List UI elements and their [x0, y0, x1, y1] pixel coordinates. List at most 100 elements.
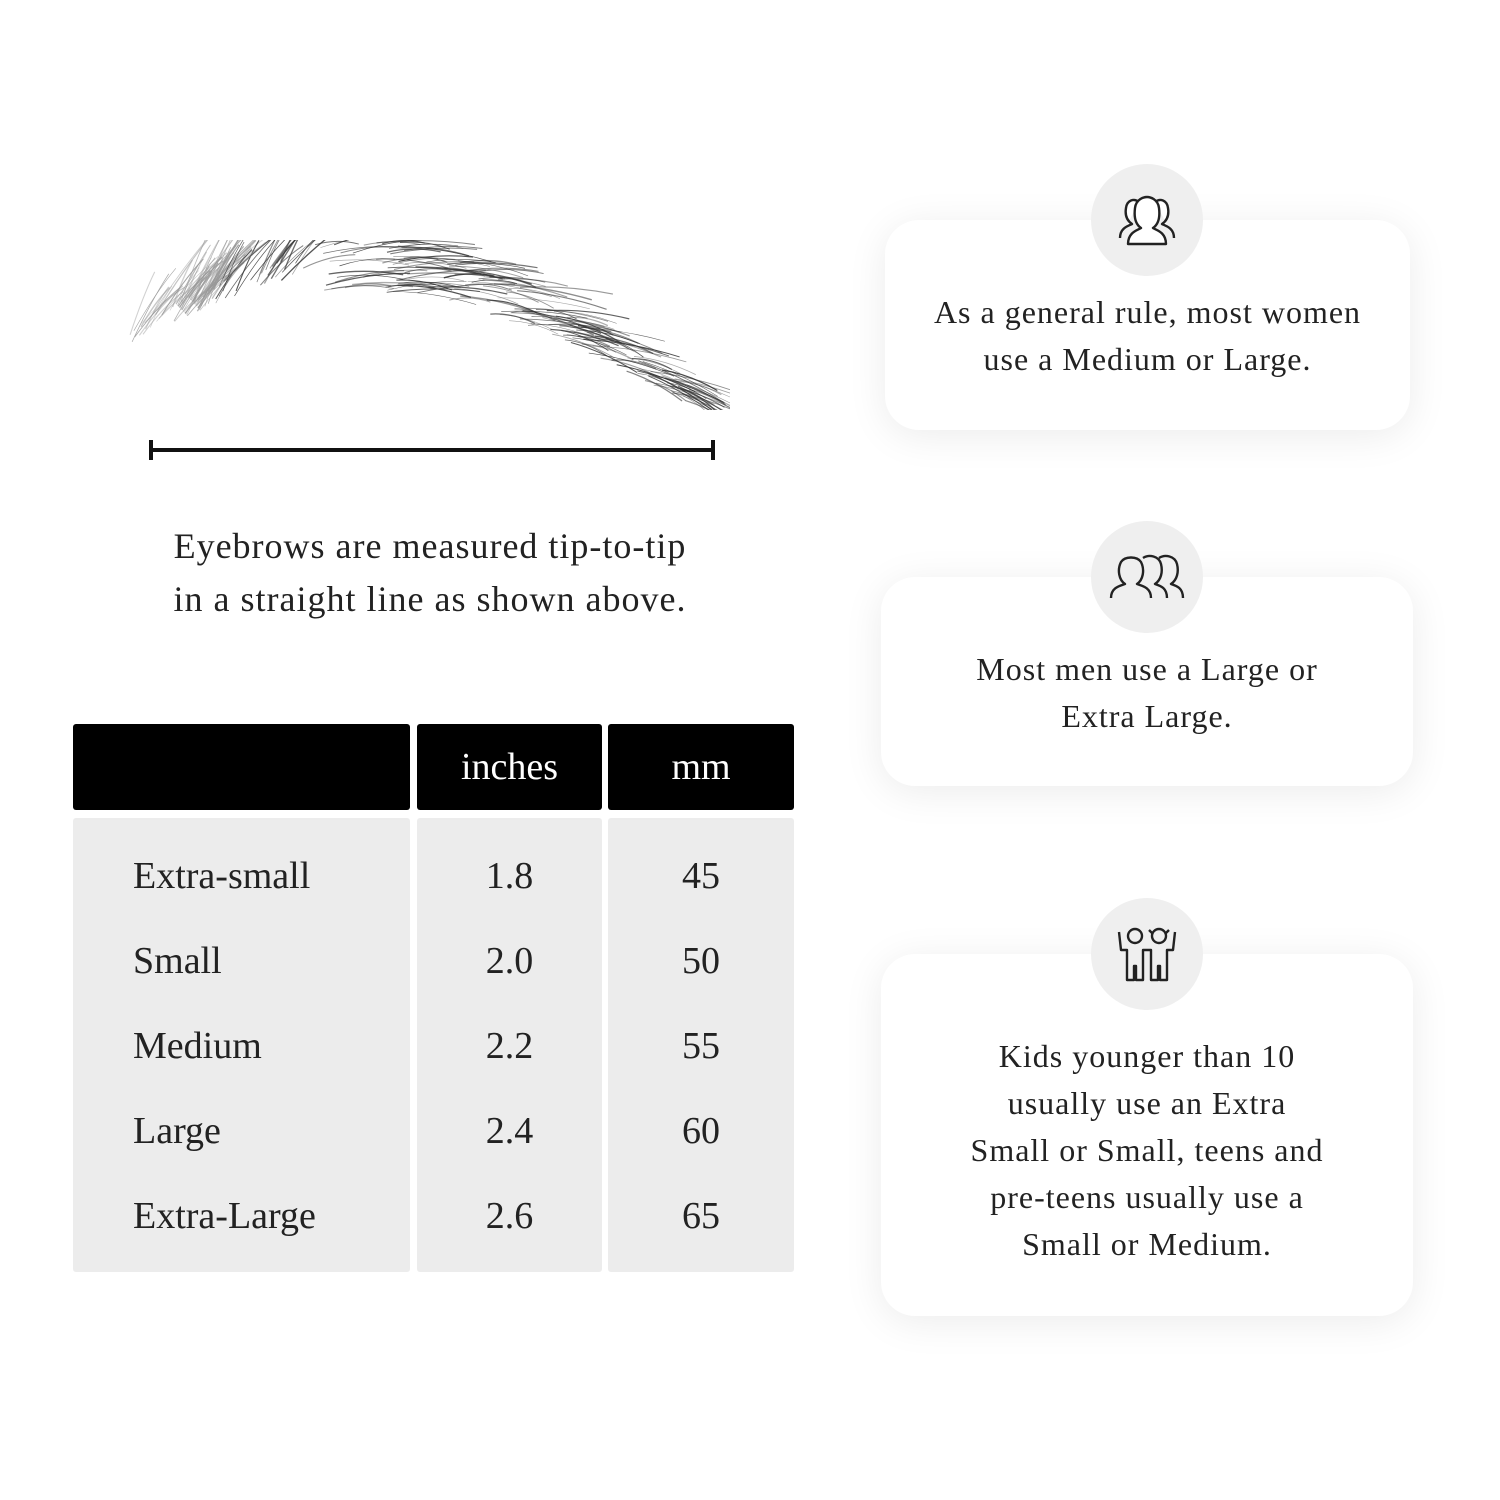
eyebrow-hair	[314, 240, 359, 246]
eyebrow-hair	[674, 378, 730, 394]
table-header-size	[73, 724, 410, 810]
table-cell-size: Extra-Large	[133, 1195, 316, 1237]
card-text: Kids younger than 10	[998, 1037, 1296, 1074]
caption-line: in a straight line as shown above.	[173, 579, 687, 619]
eyebrow-hair	[250, 240, 286, 281]
table-cell-mm: 55	[682, 1025, 720, 1067]
eyebrow-hair	[682, 395, 715, 410]
eyebrow-hair	[180, 240, 206, 303]
eyebrow-hair	[280, 240, 326, 281]
eyebrow-hair	[193, 265, 210, 304]
table-cell-inches: 2.2	[485, 1025, 534, 1067]
eyebrow-hair	[566, 316, 609, 327]
eyebrow-hair	[256, 240, 276, 283]
table-cell-inches: 1.8	[485, 855, 534, 897]
eyebrow-hair	[336, 274, 403, 280]
table-header-inches: inches	[417, 724, 602, 810]
eyebrow-hair	[664, 377, 726, 406]
table-cell-mm: 65	[682, 1195, 720, 1237]
eyebrow-hair	[637, 373, 679, 390]
kids-icon	[1091, 898, 1203, 1010]
eyebrow-hair	[677, 385, 723, 410]
eyebrow-hair	[329, 259, 410, 266]
eyebrow-hair	[172, 259, 193, 308]
size-column: Extra-small Small Medium Large Extra-Large	[73, 818, 410, 1272]
eyebrow-hair	[344, 283, 392, 289]
eyebrow-hair	[588, 352, 675, 377]
eyebrow-hair	[269, 240, 292, 269]
eyebrow-hair	[509, 320, 559, 335]
eyebrow-hair	[175, 252, 228, 305]
eyebrow-hair	[195, 240, 240, 306]
caption-line: Eyebrows are measured tip-to-tip	[173, 526, 687, 566]
table-cell-mm: 60	[682, 1110, 720, 1152]
eyebrow-hair	[397, 245, 492, 263]
eyebrow-hair	[352, 281, 436, 288]
eyebrow-hair	[611, 359, 657, 370]
eyebrow-hair	[605, 338, 644, 358]
eyebrow-hair	[155, 240, 209, 316]
eyebrow-hair	[672, 392, 705, 410]
eyebrow-hair	[686, 384, 730, 404]
card-text: As a general rule, most women	[933, 294, 1362, 330]
eyebrow-hair	[397, 284, 472, 299]
eyebrow-hair	[661, 375, 730, 409]
eyebrow-hair	[535, 308, 577, 320]
men-group-icon	[1091, 521, 1203, 633]
eyebrow-hair	[156, 256, 219, 322]
eyebrow-hair	[501, 310, 588, 319]
eyebrow-hair	[570, 341, 638, 374]
eyebrow-hair	[509, 287, 561, 300]
eyebrow-hair	[404, 262, 467, 269]
eyebrow-hair	[192, 240, 220, 303]
eyebrow-hair	[447, 262, 538, 269]
eyebrow-hair	[638, 360, 725, 404]
eyebrow-hair	[404, 268, 452, 274]
eyebrow-hair	[559, 325, 613, 342]
eyebrow-hair	[398, 269, 486, 281]
inches-column: 1.8 2.0 2.2 2.4 2.6	[417, 818, 602, 1272]
eyebrow-hair	[564, 339, 608, 357]
eyebrow-hair	[403, 256, 448, 263]
table-cell-size: Large	[133, 1110, 221, 1152]
card-text: pre-teens usually use a	[990, 1178, 1304, 1215]
eyebrow-hair	[497, 297, 590, 310]
eyebrow-hair	[653, 384, 715, 405]
eyebrow-hair	[681, 392, 718, 410]
eyebrow-hair	[234, 240, 276, 297]
eyebrow-hair	[398, 255, 474, 262]
eyebrow-hair	[661, 369, 718, 392]
eyebrow-hair	[471, 279, 518, 285]
eyebrow-hair	[197, 244, 237, 309]
eyebrow-hair	[134, 287, 181, 338]
eyebrow-hair	[490, 313, 536, 324]
table-cell-inches: 2.6	[485, 1195, 534, 1237]
eyebrow-hair	[553, 318, 630, 337]
eyebrow-hair	[685, 400, 711, 410]
eyebrow-hair	[408, 276, 465, 282]
eyebrow-hair	[387, 281, 467, 291]
eyebrow-hair	[404, 245, 483, 251]
kids-tip-card: Kids younger than 10 usually use an Extr…	[881, 954, 1413, 1316]
eyebrow-hair	[458, 260, 529, 277]
eyebrow-hair	[376, 240, 475, 246]
eyebrow-hair	[211, 240, 257, 299]
eyebrow-hair	[224, 240, 272, 299]
eyebrow-hair	[399, 241, 450, 250]
measurement-line	[149, 440, 715, 460]
eyebrow-hair	[194, 240, 242, 305]
eyebrow-hair	[129, 271, 156, 335]
eyebrow-hair	[138, 285, 184, 336]
eyebrow-hair	[672, 378, 730, 398]
eyebrow-hair	[259, 245, 304, 286]
eyebrow-hair	[517, 290, 607, 310]
eyebrow-hair	[199, 258, 249, 311]
eyebrow-hair	[362, 269, 428, 278]
eyebrow-hair	[150, 285, 173, 328]
eyebrow-hair	[670, 390, 730, 410]
eyebrow-hair	[392, 257, 456, 265]
eyebrow-hair	[331, 285, 394, 290]
eyebrow-hair	[144, 285, 188, 324]
eyebrow-hair	[235, 240, 260, 292]
eyebrow-hair	[428, 286, 508, 295]
